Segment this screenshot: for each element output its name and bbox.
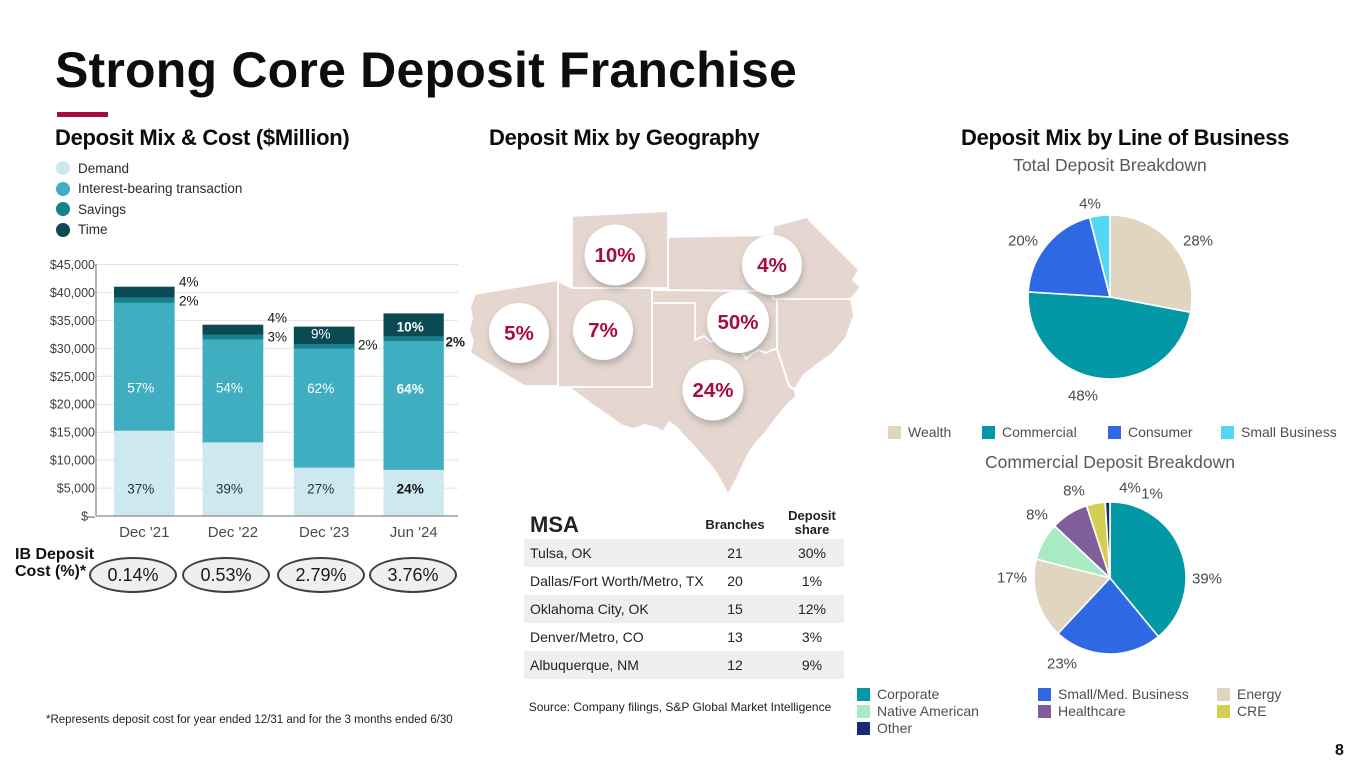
svg-text:64%: 64%	[397, 382, 424, 397]
svg-text:3%: 3%	[268, 330, 288, 345]
svg-text:57%: 57%	[127, 381, 154, 396]
svg-text:24%: 24%	[692, 379, 733, 402]
svg-text:$25,000: $25,000	[50, 370, 95, 384]
svg-text:50%: 50%	[717, 311, 758, 334]
svg-text:10%: 10%	[594, 244, 635, 267]
svg-text:9%: 9%	[311, 327, 331, 342]
svg-text:4%: 4%	[268, 311, 288, 326]
svg-text:$30,000: $30,000	[50, 342, 95, 356]
svg-text:2%: 2%	[358, 338, 378, 353]
svg-text:$5,000: $5,000	[57, 482, 95, 496]
svg-text:Dec '23: Dec '23	[299, 524, 349, 541]
svg-text:7%: 7%	[588, 319, 618, 342]
svg-text:5%: 5%	[504, 322, 534, 345]
svg-text:$35,000: $35,000	[50, 314, 95, 328]
svg-text:39%: 39%	[216, 482, 243, 497]
svg-text:27%: 27%	[307, 482, 334, 497]
svg-text:$–: $–	[81, 510, 95, 524]
svg-text:$20,000: $20,000	[50, 398, 95, 412]
svg-text:4%: 4%	[179, 275, 199, 290]
svg-text:$45,000: $45,000	[50, 258, 95, 272]
svg-text:62%: 62%	[307, 381, 334, 396]
svg-text:$10,000: $10,000	[50, 454, 95, 468]
svg-text:10%: 10%	[397, 320, 424, 335]
svg-text:Dec '22: Dec '22	[208, 524, 258, 541]
svg-text:37%: 37%	[127, 482, 154, 497]
svg-text:Jun '24: Jun '24	[390, 524, 438, 541]
svg-text:Dec '21: Dec '21	[119, 524, 169, 541]
svg-text:24%: 24%	[397, 482, 424, 497]
svg-text:54%: 54%	[216, 381, 243, 396]
svg-text:$40,000: $40,000	[50, 286, 95, 300]
svg-text:2%: 2%	[446, 335, 466, 350]
svg-text:4%: 4%	[757, 254, 787, 277]
svg-text:$15,000: $15,000	[50, 426, 95, 440]
svg-text:2%: 2%	[179, 294, 199, 309]
